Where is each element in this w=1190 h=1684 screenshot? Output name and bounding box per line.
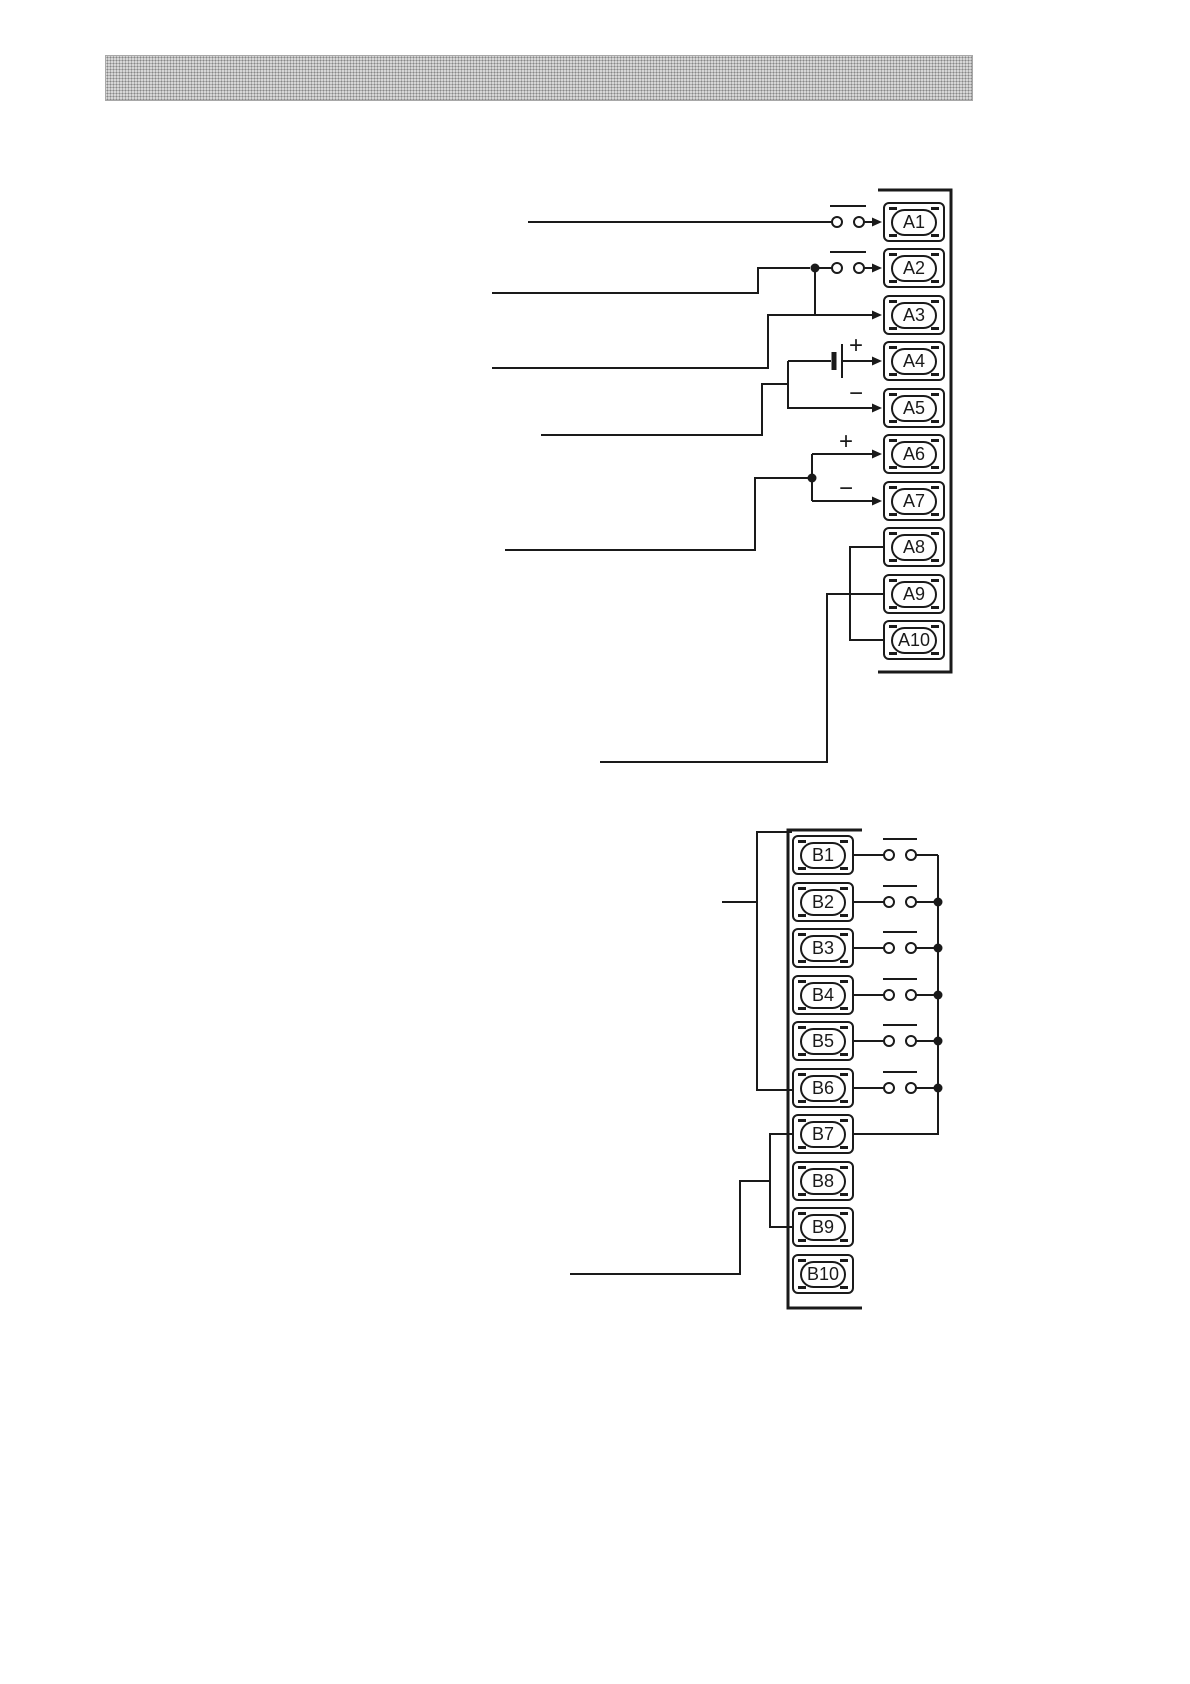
polarity-plus-a6: + [838, 428, 853, 455]
junction-dot [933, 1083, 943, 1093]
switch-contact-b1-icon [854, 838, 938, 861]
terminal-b6: B6 [792, 1068, 854, 1108]
junction-dots-b [933, 897, 943, 1093]
diagram-b-wires [570, 831, 939, 1275]
terminal-b10-label: B10 [800, 1260, 846, 1288]
battery-icon [831, 344, 843, 378]
terminal-a8-label: A8 [891, 533, 937, 561]
terminal-a5-label: A5 [891, 394, 937, 422]
block-b-outline [786, 828, 862, 1310]
terminal-b4-label: B4 [800, 981, 846, 1009]
polarity-plus-a4: + [848, 332, 863, 359]
terminal-a7-label: A7 [891, 487, 937, 515]
terminal-block-outlines [786, 188, 953, 1310]
terminal-b2-label: B2 [800, 888, 846, 916]
terminal-a10-label: A10 [891, 626, 937, 654]
terminal-b8: B8 [792, 1161, 854, 1201]
terminal-b7-label: B7 [800, 1120, 846, 1148]
arrow-icon [872, 403, 882, 413]
switch-contact-a2-icon [830, 251, 866, 274]
terminal-a4-label: A4 [891, 347, 937, 375]
terminal-a8: A8 [883, 527, 945, 567]
switch-contact-b3-icon [854, 931, 938, 954]
junction-dot [933, 1036, 943, 1046]
arrow-icon [872, 310, 882, 320]
diagram-a-wires [492, 221, 883, 763]
terminal-b9: B9 [792, 1207, 854, 1247]
arrow-icon [872, 496, 882, 506]
switch-contact-b2-icon [854, 885, 938, 908]
junction-dot [933, 990, 943, 1000]
arrow-icon [872, 356, 882, 366]
switch-contact-b4-icon [854, 978, 938, 1001]
junction-dot [807, 473, 817, 483]
arrow-icon [872, 217, 882, 227]
terminal-b7: B7 [792, 1114, 854, 1154]
terminal-b1: B1 [792, 835, 854, 875]
arrow-icon [872, 263, 882, 273]
header-hatched-bar [105, 55, 973, 101]
terminal-a6: A6 [883, 434, 945, 474]
junction-dot [933, 897, 943, 907]
terminal-b3: B3 [792, 928, 854, 968]
terminal-b5-label: B5 [800, 1027, 846, 1055]
terminal-a7: A7 [883, 481, 945, 521]
terminal-b1-label: B1 [800, 841, 846, 869]
switch-contact-b6-icon [854, 1071, 938, 1094]
block-a-outline [878, 188, 953, 674]
terminal-b2: B2 [792, 882, 854, 922]
terminal-b4: B4 [792, 975, 854, 1015]
switch-contact-b5-icon [854, 1024, 938, 1047]
junction-dots-a [807, 263, 820, 483]
terminal-b10: B10 [792, 1254, 854, 1294]
wire-arrowheads-a [872, 217, 882, 506]
terminal-a2: A2 [883, 248, 945, 288]
terminal-a9-label: A9 [891, 580, 937, 608]
terminal-b9-label: B9 [800, 1213, 846, 1241]
terminal-a9: A9 [883, 574, 945, 614]
terminal-a6-label: A6 [891, 440, 937, 468]
polarity-minus-a5: − [848, 380, 863, 407]
polarity-minus-a7: − [838, 475, 853, 502]
terminal-a5: A5 [883, 388, 945, 428]
terminal-a10: A10 [883, 620, 945, 660]
terminal-a3-label: A3 [891, 301, 937, 329]
terminal-a1: A1 [883, 202, 945, 242]
terminal-a1-label: A1 [891, 208, 937, 236]
terminal-b8-label: B8 [800, 1167, 846, 1195]
terminal-b6-label: B6 [800, 1074, 846, 1102]
arrow-icon [872, 449, 882, 459]
terminal-a4: A4 [883, 341, 945, 381]
terminal-b3-label: B3 [800, 934, 846, 962]
terminal-a2-label: A2 [891, 254, 937, 282]
terminal-a3: A3 [883, 295, 945, 335]
switch-contact-a1-icon [830, 205, 866, 228]
terminal-b5: B5 [792, 1021, 854, 1061]
junction-dot [933, 943, 943, 953]
junction-dot [810, 263, 820, 273]
